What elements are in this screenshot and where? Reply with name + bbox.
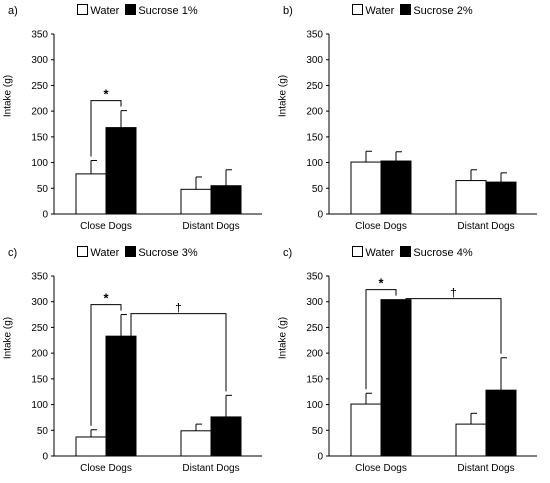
y-tick-label: 200 [306,107,323,118]
bar-water-close-dogs [350,403,382,457]
bar-sucrose-3-distant-dogs [210,416,242,457]
legend-label-water: Water [365,5,395,17]
bar-water-distant-dogs [180,430,212,457]
y-tick-label: 100 [31,158,48,169]
y-tick-label: 0 [42,452,48,463]
chart-plot: 0 50 100 150 200 250 300 350 Close Dogs Distant D… [31,30,262,232]
y-tick-label: 50 [312,426,324,437]
bar-sucrose-2-close-dogs [380,160,412,215]
chart-plot: 0 50 100 150 200 250 300 350 Close Dogs Distant D… [306,272,537,474]
legend-label-water: Water [90,5,120,17]
y-tick-label: 350 [31,272,48,283]
chart-plot: 0 50 100 150 200 250 300 350 Close Dogs Distant D… [306,30,537,232]
x-tick-label-close-dogs: Close Dogs [80,463,132,474]
legend-swatch-sucrose [125,246,137,257]
panel-label: a) [8,5,18,17]
panel-label: c) [8,247,18,259]
legend-label-sucrose: Sucrose 3% [138,247,198,259]
chart-panel-d: c) Water Sucrose 4% Intake (g) 0 50 100 150 2… [275,242,550,483]
y-tick-label: 0 [317,210,323,221]
bar-water-close-dogs [75,173,107,215]
legend-label-water: Water [365,247,395,259]
legend-swatch-sucrose [125,4,137,15]
significance-bracket-star [365,289,397,390]
y-tick-label: 200 [306,349,323,360]
y-tick-label: 0 [42,210,48,221]
bar-sucrose-1-distant-dogs [210,185,242,215]
bar-sucrose-2-distant-dogs [485,181,517,215]
significance-star: * [103,291,109,306]
y-tick-label: 200 [31,349,48,360]
bar-water-distant-dogs [180,188,212,215]
y-tick-label: 150 [306,132,323,143]
bar-water-distant-dogs [455,423,487,457]
bar-water-close-dogs [75,436,107,457]
significance-bracket-dagger [130,313,227,392]
x-tick-label-distant-dogs: Distant Dogs [182,463,239,474]
legend: Water Sucrose 4% [275,246,550,259]
y-tick-label: 50 [37,426,49,437]
bar-sucrose-4-distant-dogs [485,389,517,457]
y-tick-label: 200 [31,107,48,118]
chart-panel-b: b) Water Sucrose 2% Intake (g) 0 50 100 150 2… [275,0,550,241]
y-tick-label: 50 [37,184,49,195]
legend-label-sucrose: Sucrose 4% [413,247,473,259]
legend-swatch-water [352,4,364,15]
legend: Water Sucrose 2% [275,4,550,17]
bar-sucrose-1-close-dogs [105,127,137,215]
x-tick-label-distant-dogs: Distant Dogs [457,463,514,474]
y-tick-label: 150 [306,374,323,385]
legend-label-sucrose: Sucrose 1% [138,5,198,17]
legend: Water Sucrose 3% [0,246,275,259]
x-tick-label-close-dogs: Close Dogs [355,463,407,474]
legend-label-sucrose: Sucrose 2% [413,5,473,17]
significance-bracket-star [90,100,122,157]
legend: Water Sucrose 1% [0,4,275,17]
bar-water-close-dogs [350,161,382,215]
y-tick-label: 0 [317,452,323,463]
legend-swatch-water [77,246,89,257]
y-tick-label: 300 [31,297,48,308]
y-tick-label: 350 [306,272,323,283]
y-tick-label: 100 [31,400,48,411]
y-tick-label: 150 [31,374,48,385]
x-tick-label-distant-dogs: Distant Dogs [457,221,514,232]
y-tick-label: 350 [31,30,48,41]
chart-panel-a: a) Water Sucrose 1% Intake (g) 0 50 100 150 2… [0,0,275,241]
significance-dagger: † [450,286,457,300]
y-tick-label: 300 [306,55,323,66]
significance-star: * [378,276,384,291]
y-tick-label: 250 [31,323,48,334]
y-tick-label: 100 [306,400,323,411]
legend-swatch-sucrose [400,4,412,15]
y-tick-label: 250 [306,81,323,92]
significance-bracket-dagger [405,298,502,354]
y-tick-label: 350 [306,30,323,41]
bar-sucrose-3-close-dogs [105,335,137,457]
legend-swatch-sucrose [400,246,412,257]
significance-dagger: † [175,301,182,315]
significance-bracket-star [90,304,122,426]
y-tick-label: 300 [306,297,323,308]
x-tick-label-distant-dogs: Distant Dogs [182,221,239,232]
legend-swatch-water [77,4,89,15]
y-tick-label: 250 [306,323,323,334]
y-tick-label: 150 [31,132,48,143]
panel-label: c) [283,247,293,259]
x-tick-label-close-dogs: Close Dogs [355,221,407,232]
bar-water-distant-dogs [455,180,487,215]
x-tick-label-close-dogs: Close Dogs [80,221,132,232]
y-tick-label: 250 [31,81,48,92]
legend-label-water: Water [90,247,120,259]
y-tick-label: 300 [31,55,48,66]
y-tick-label: 50 [312,184,324,195]
significance-star: * [103,87,109,102]
bar-sucrose-4-close-dogs [380,299,412,457]
chart-panel-c: c) Water Sucrose 3% Intake (g) 0 50 100 150 2… [0,242,275,483]
y-tick-label: 100 [306,158,323,169]
chart-plot: 0 50 100 150 200 250 300 350 Close Dogs Distant D… [31,272,262,474]
legend-swatch-water [352,246,364,257]
panel-label: b) [283,5,293,17]
